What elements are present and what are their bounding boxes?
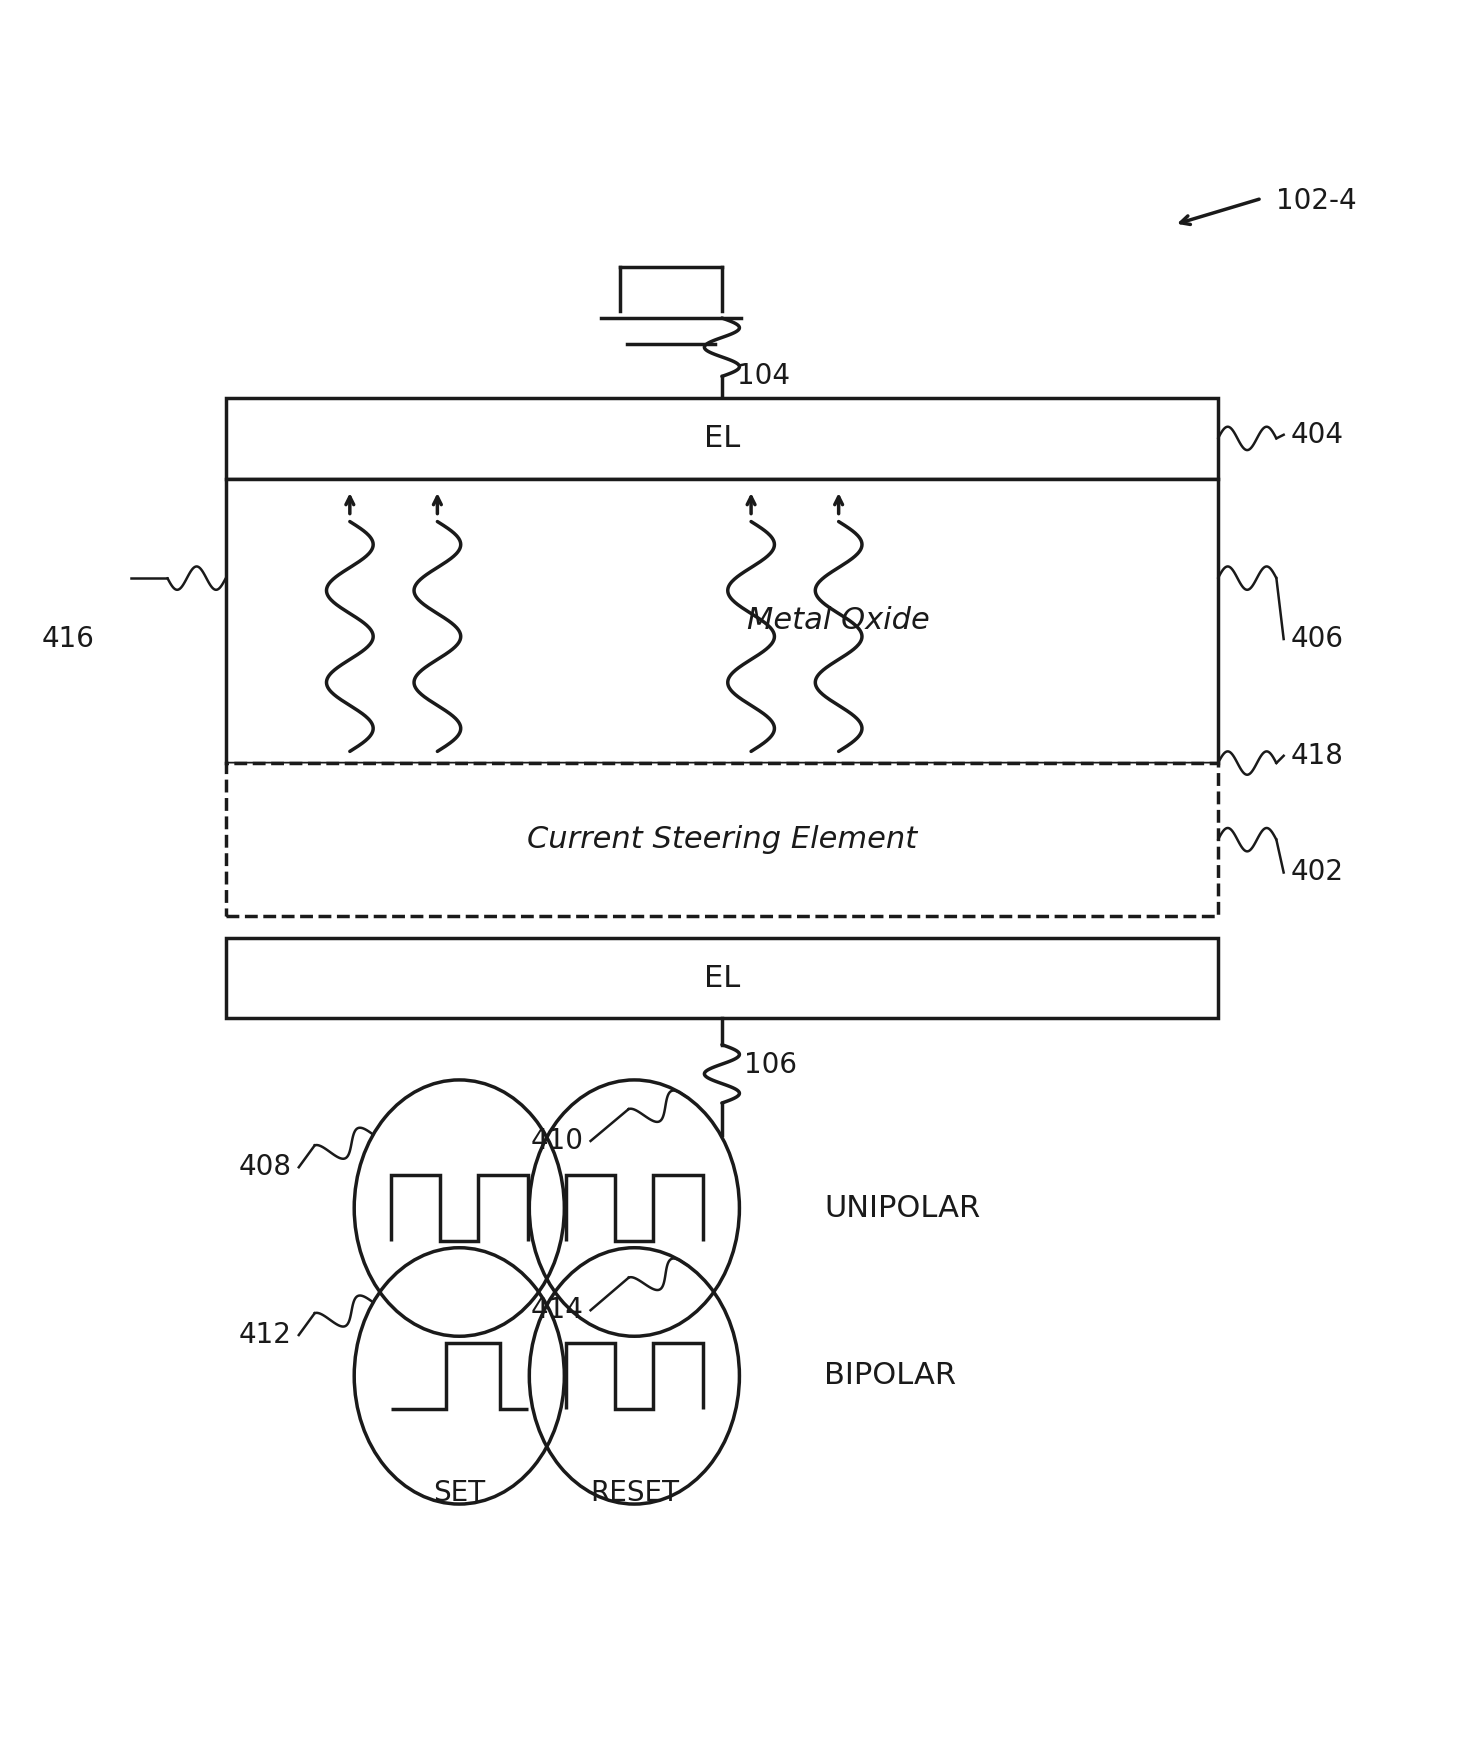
Text: EL: EL: [704, 963, 739, 993]
Text: UNIPOLAR: UNIPOLAR: [823, 1194, 981, 1223]
Bar: [225, 763, 1218, 916]
Text: 414: 414: [530, 1297, 583, 1324]
Bar: [225, 939, 1218, 1019]
Text: 104: 104: [736, 363, 790, 391]
Text: 412: 412: [239, 1321, 292, 1349]
Bar: [225, 478, 1218, 763]
Text: Metal Oxide: Metal Oxide: [747, 606, 929, 635]
Text: RESET: RESET: [589, 1478, 679, 1506]
Text: 106: 106: [744, 1050, 797, 1078]
Text: 408: 408: [239, 1153, 292, 1181]
Text: 402: 402: [1290, 859, 1343, 886]
Text: 418: 418: [1290, 742, 1343, 770]
Text: BIPOLAR: BIPOLAR: [823, 1361, 956, 1391]
Text: 404: 404: [1290, 421, 1343, 448]
Bar: [225, 398, 1218, 478]
Text: EL: EL: [704, 424, 739, 454]
Text: 410: 410: [530, 1127, 583, 1155]
Text: 416: 416: [41, 625, 94, 653]
Text: SET: SET: [433, 1478, 485, 1506]
Text: 406: 406: [1290, 625, 1343, 653]
Text: 102-4: 102-4: [1277, 187, 1357, 215]
Text: Current Steering Element: Current Steering Element: [527, 825, 918, 853]
